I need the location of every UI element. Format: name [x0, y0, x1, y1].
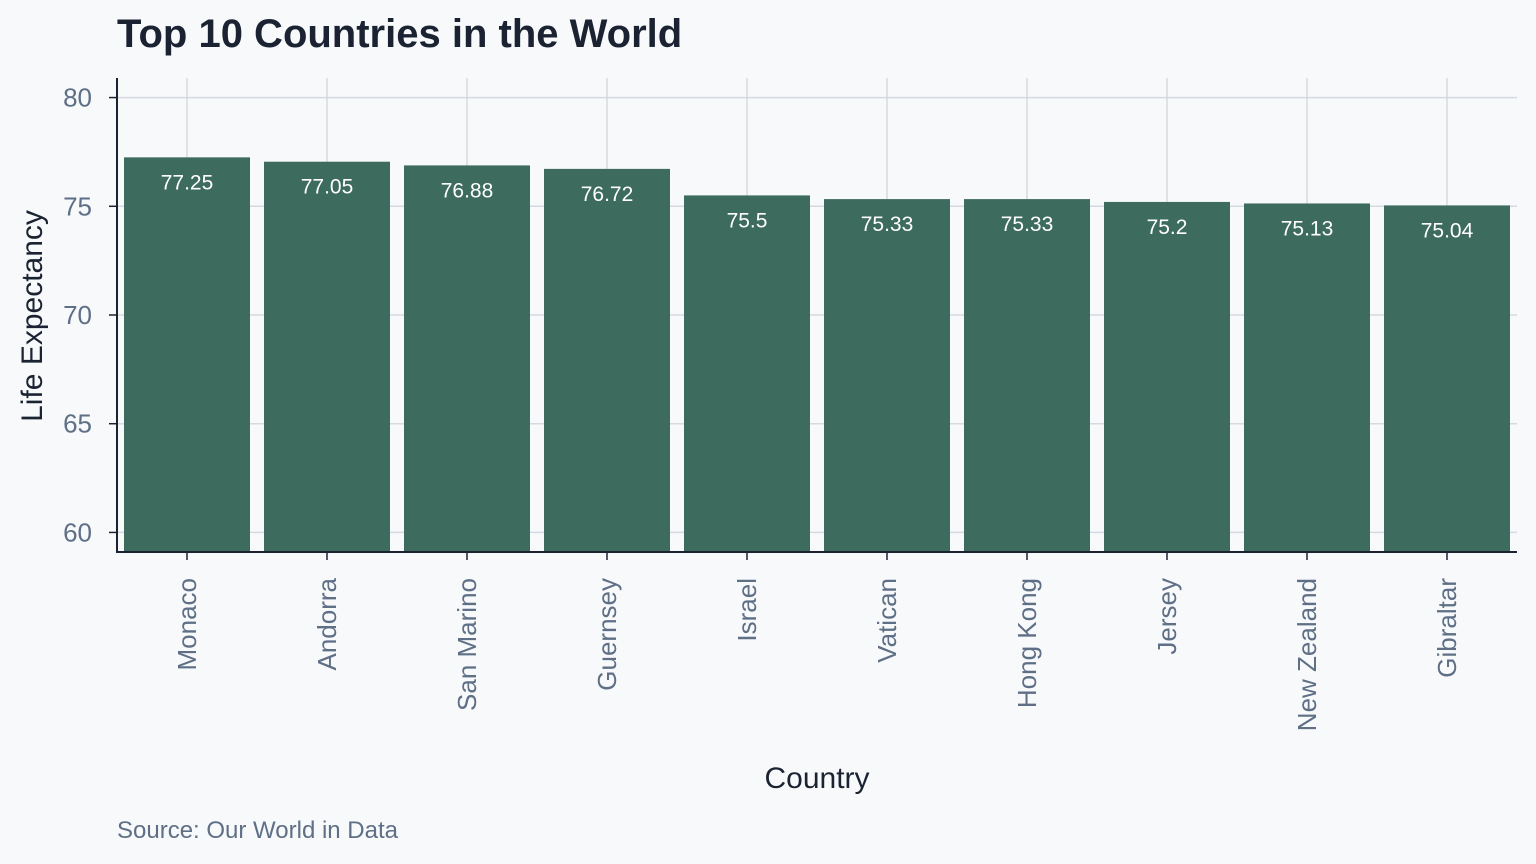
bar-value-label: 76.72: [581, 183, 634, 206]
y-tick-label: 65: [63, 409, 92, 439]
bar-value-label: 77.25: [161, 171, 214, 194]
chart-title: Top 10 Countries in the World: [117, 12, 683, 56]
bar: [964, 199, 1090, 552]
y-tick-label: 70: [63, 300, 92, 330]
bar: [404, 165, 530, 552]
bar: [264, 161, 390, 553]
bar: [124, 157, 250, 553]
x-tick-label: New Zealand: [1292, 578, 1322, 731]
x-tick-label: Hong Kong: [1012, 578, 1042, 708]
bar: [1104, 201, 1230, 552]
bar: [544, 168, 670, 553]
bar-value-label: 75.5: [727, 209, 768, 232]
bar: [1244, 203, 1370, 552]
x-axis-title: Country: [764, 762, 869, 795]
x-tick-label: Gibraltar: [1432, 578, 1462, 678]
bar-value-label: 75.13: [1281, 217, 1334, 240]
bar-value-label: 75.04: [1421, 219, 1474, 242]
bar: [1384, 205, 1510, 552]
x-tick-label: Jersey: [1152, 578, 1182, 655]
bar: [824, 199, 950, 552]
x-tick-label: Israel: [732, 578, 762, 642]
bar-value-label: 75.33: [1001, 213, 1054, 236]
bar-value-label: 75.33: [861, 213, 914, 236]
source-caption: Source: Our World in Data: [117, 817, 399, 844]
y-tick-label: 60: [63, 517, 92, 547]
y-tick-label: 80: [63, 83, 92, 113]
axes: 60 65 70 75 80 Monaco Andorra San Marino Guernse…: [63, 78, 1517, 731]
bar: [684, 195, 810, 552]
bars: 77.25 77.05 76.88 76.72 75.5 75.33 75.33 75.2 75…: [124, 157, 1510, 553]
x-tick-label: Vatican: [872, 578, 902, 663]
x-tick-label: Andorra: [312, 577, 342, 670]
x-tick-label: Guernsey: [592, 578, 622, 691]
x-tick-label: San Marino: [452, 578, 482, 711]
x-tick-label: Monaco: [172, 578, 202, 671]
y-tick-label: 75: [63, 191, 92, 221]
bar-value-label: 77.05: [301, 176, 354, 199]
y-axis-title: Life Expectancy: [16, 210, 49, 422]
bar-value-label: 76.88: [441, 179, 494, 202]
bar-value-label: 75.2: [1147, 216, 1188, 239]
